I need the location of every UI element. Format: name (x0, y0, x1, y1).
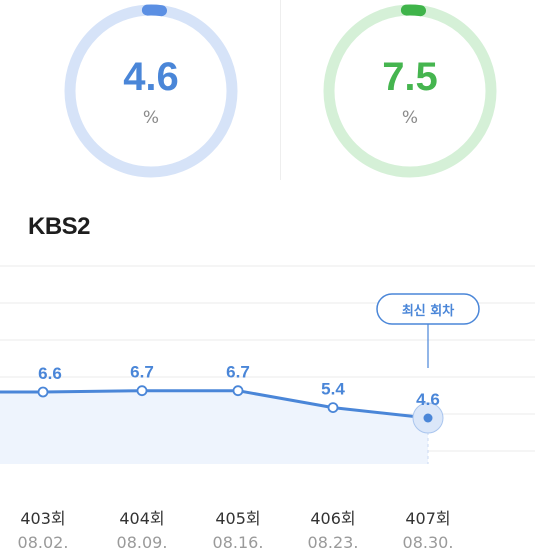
latest-badge-label: 최신 회차 (402, 303, 454, 319)
x-tick-date: 08.23. (308, 533, 359, 552)
gauge-progress-arc (141, 4, 167, 17)
chart-series-line (0, 389, 429, 420)
rating-unit: % (402, 108, 418, 128)
data-label: 6.7 (130, 363, 154, 382)
data-point (37, 386, 49, 398)
rating-gauge-2: 7.5 % (321, 0, 499, 180)
data-point (232, 385, 244, 397)
x-tick-date: 08.02. (18, 533, 69, 552)
data-label: 4.6 (416, 390, 440, 409)
data-label: 5.4 (321, 380, 345, 399)
rating-unit: % (143, 108, 159, 128)
data-label: 6.7 (226, 363, 250, 382)
latest-badge-frame (376, 293, 480, 325)
x-tick-label: 403회 (20, 509, 65, 528)
data-point (423, 413, 433, 423)
rating-value: 4.6 (123, 55, 179, 99)
x-tick-date: 08.09. (117, 533, 168, 552)
x-tick-date: 08.30. (403, 533, 454, 552)
data-point (136, 385, 148, 397)
chart-area-fill (0, 390, 428, 464)
rating-gauge-1: 4.6 % (62, 0, 240, 180)
ratings-line-chart: 최신 회차 6.6 403회 08.02. 6.7 404회 08.09. 6.7 405회 0… (0, 265, 535, 552)
data-point (327, 402, 339, 414)
gauge-progress-arc (400, 4, 426, 17)
x-tick-label: 407회 (405, 509, 450, 528)
x-tick-label: 406회 (310, 509, 355, 528)
x-tick-label: 405회 (215, 509, 260, 528)
x-tick-date: 08.16. (213, 533, 264, 552)
latest-badge[interactable]: 최신 회차 (376, 293, 480, 325)
rating-value: 7.5 (382, 55, 438, 99)
gauge-divider (280, 0, 281, 180)
data-label: 6.6 (38, 364, 62, 383)
channel-title: KBS2 (28, 213, 91, 240)
x-tick-label: 404회 (119, 509, 164, 528)
